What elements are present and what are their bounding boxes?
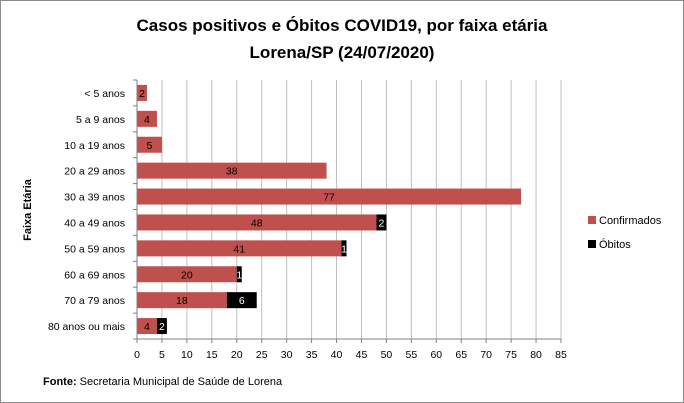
- bar-confirmados: [137, 318, 157, 335]
- x-tick-label: 25: [256, 349, 268, 361]
- x-tick-label: 5: [159, 349, 165, 361]
- data-label-obitos: 2: [159, 321, 165, 333]
- data-label-confirmados: 18: [176, 295, 188, 307]
- data-label-confirmados: 77: [323, 192, 335, 204]
- bar-confirmados: [137, 292, 227, 309]
- legend: Confirmados Óbitos: [588, 215, 662, 251]
- x-tick-label: 0: [134, 349, 140, 361]
- source-label: Fonte:: [43, 376, 77, 388]
- data-label-confirmados: 41: [233, 243, 245, 255]
- x-tick-label: 60: [430, 349, 442, 361]
- x-tick-label: 15: [206, 349, 218, 361]
- x-tick-label: 55: [406, 349, 418, 361]
- bar-confirmados: [137, 214, 377, 231]
- legend-swatch: [588, 216, 596, 224]
- bar-obitos: [156, 318, 167, 335]
- data-label-obitos: 6: [239, 295, 245, 307]
- data-label-confirmados: 4: [144, 321, 150, 333]
- bar-confirmados: [137, 162, 327, 179]
- x-tick-label: 10: [181, 349, 193, 361]
- axes: 0 5 10 15 20 25 30 35 40 45 50 55 60 65 70 75 80 85< 5 an…: [48, 79, 567, 361]
- category-label: 60 a 69 anos: [64, 269, 125, 281]
- x-tick-label: 20: [231, 349, 243, 361]
- data-label-confirmados: 38: [226, 166, 238, 178]
- data-label-obitos: 2: [379, 217, 385, 229]
- data-label-confirmados: 48: [251, 217, 263, 229]
- data-label-obitos: 1: [341, 243, 347, 255]
- data-label-confirmados: 5: [147, 140, 153, 152]
- x-tick-label: 85: [555, 349, 567, 361]
- data-label-obitos: 1: [236, 269, 242, 281]
- x-tick-label: 35: [306, 349, 318, 361]
- bar-confirmados: [137, 188, 522, 205]
- bar-confirmados: [137, 266, 237, 283]
- chart-subtitle: Lorena/SP (24/07/2020): [250, 43, 435, 62]
- x-tick-label: 50: [381, 349, 393, 361]
- x-tick-label: 80: [530, 349, 542, 361]
- category-label: < 5 anos: [84, 88, 125, 100]
- bar-obitos: [376, 214, 387, 231]
- data-label-confirmados: 20: [181, 269, 193, 281]
- bar-obitos: [341, 240, 347, 257]
- source-text: Secretaria Municipal de Saúde de Lorena: [79, 376, 283, 388]
- bar-confirmados: [137, 136, 162, 153]
- x-tick-label: 75: [505, 349, 517, 361]
- x-tick-label: 70: [480, 349, 492, 361]
- category-label: 80 anos ou mais: [48, 321, 125, 333]
- bar-obitos: [236, 266, 242, 283]
- data-label-confirmados: 2: [139, 88, 145, 100]
- category-label: 10 a 19 anos: [64, 140, 125, 152]
- bar-obitos: [226, 292, 257, 309]
- category-label: 50 a 59 anos: [64, 243, 125, 255]
- x-tick-label: 45: [356, 349, 368, 361]
- bar-confirmados: [137, 110, 157, 127]
- data-label-confirmados: 4: [144, 114, 150, 126]
- chart-title: Casos positivos e Óbitos COVID19, por fa…: [137, 16, 549, 35]
- category-label: 70 a 79 anos: [64, 295, 125, 307]
- category-label: 5 a 9 anos: [76, 114, 125, 126]
- bar-confirmados: [137, 84, 147, 101]
- bar-confirmados: [137, 240, 342, 257]
- category-label: 40 a 49 anos: [64, 217, 125, 229]
- x-tick-label: 65: [455, 349, 467, 361]
- x-tick-label: 40: [331, 349, 343, 361]
- source-footer: Fonte: Secretaria Municipal de Saúde de …: [43, 376, 282, 388]
- y-axis-label: Faixa Etária: [22, 178, 34, 241]
- x-tick-label: 30: [281, 349, 293, 361]
- legend-label: Óbitos: [599, 238, 631, 251]
- category-label: 30 a 39 anos: [64, 192, 125, 204]
- legend-label: Confirmados: [599, 215, 662, 227]
- legend-swatch: [588, 240, 596, 248]
- category-label: 20 a 29 anos: [64, 166, 125, 178]
